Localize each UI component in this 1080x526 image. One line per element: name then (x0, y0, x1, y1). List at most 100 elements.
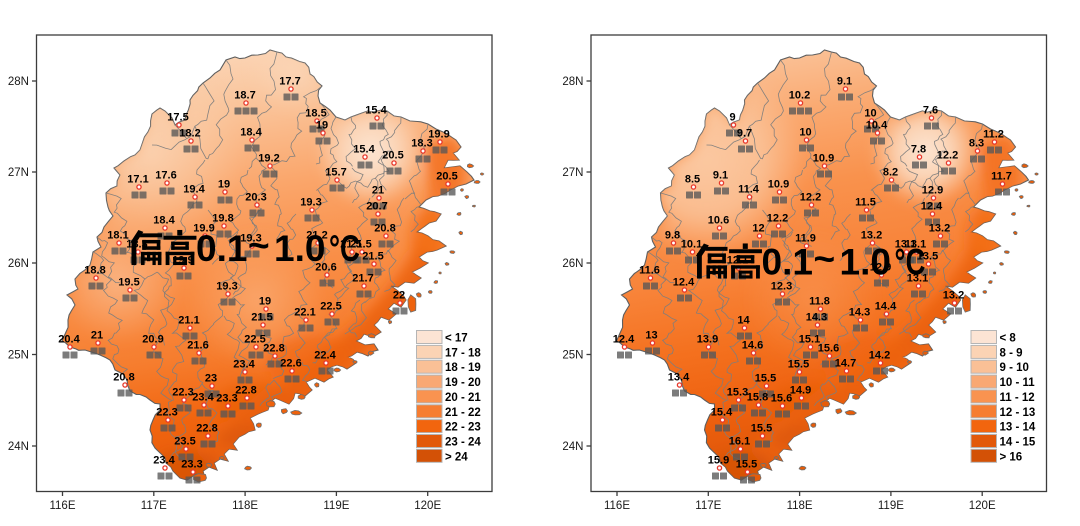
svg-text:8.5: 8.5 (685, 174, 700, 186)
svg-text:19.3: 19.3 (240, 233, 261, 245)
svg-text:25N: 25N (562, 350, 583, 362)
svg-text:23.3: 23.3 (216, 393, 237, 405)
svg-text:~: ~ (248, 225, 270, 266)
svg-text:12.2: 12.2 (937, 150, 958, 162)
svg-text:21.5: 21.5 (340, 239, 361, 251)
svg-text:18.4: 18.4 (240, 127, 262, 139)
svg-text:9.1: 9.1 (713, 170, 728, 182)
svg-text:13.9: 13.9 (697, 334, 718, 346)
svg-text:118E: 118E (232, 500, 258, 512)
svg-text:11.4: 11.4 (738, 184, 760, 196)
svg-text:10.9: 10.9 (813, 153, 834, 165)
svg-text:18.2: 18.2 (179, 128, 200, 140)
svg-text:0.1: 0.1 (762, 242, 813, 283)
svg-text:11.5: 11.5 (855, 197, 876, 209)
svg-text:20.3: 20.3 (245, 192, 266, 204)
svg-text:17.7: 17.7 (279, 76, 300, 88)
svg-text:12.3: 12.3 (771, 281, 792, 293)
svg-text:19.8: 19.8 (212, 213, 233, 225)
svg-text:26N: 26N (8, 258, 29, 270)
svg-text:17.1: 17.1 (127, 174, 148, 186)
svg-text:9.1: 9.1 (837, 76, 852, 88)
svg-text:19: 19 (259, 296, 271, 308)
svg-text:13.2: 13.2 (929, 223, 950, 235)
svg-text:116E: 116E (49, 500, 75, 512)
svg-text:11.2: 11.2 (983, 129, 1004, 141)
svg-text:13.1: 13.1 (905, 239, 926, 251)
svg-text:15.5: 15.5 (755, 373, 776, 385)
svg-text:25N: 25N (8, 350, 29, 362)
svg-text:23.5: 23.5 (174, 436, 195, 448)
svg-text:17.5: 17.5 (167, 112, 188, 124)
svg-text:12.9: 12.9 (922, 185, 943, 197)
svg-text:11.6: 11.6 (639, 265, 660, 277)
svg-text:15.5: 15.5 (751, 423, 772, 435)
svg-text:13: 13 (645, 330, 657, 342)
svg-text:12.4: 12.4 (921, 201, 943, 213)
svg-text:19.3: 19.3 (300, 197, 321, 209)
svg-text:16.1: 16.1 (729, 436, 750, 448)
svg-text:14.3: 14.3 (806, 312, 827, 324)
svg-text:17 - 18: 17 - 18 (445, 347, 481, 359)
svg-text:18.5: 18.5 (305, 108, 326, 120)
svg-text:19.9: 19.9 (428, 129, 449, 141)
svg-text:117E: 117E (695, 500, 721, 512)
svg-text:10.1: 10.1 (681, 239, 702, 251)
svg-text:1.0: 1.0 (274, 228, 325, 269)
svg-text:12: 12 (752, 223, 764, 235)
svg-text:14.9: 14.9 (790, 385, 811, 397)
svg-text:15.5: 15.5 (788, 359, 809, 371)
svg-text:23 - 24: 23 - 24 (445, 437, 481, 449)
svg-text:19.4: 19.4 (183, 184, 205, 196)
svg-text:23.3: 23.3 (181, 459, 202, 471)
svg-text:24N: 24N (8, 441, 29, 453)
svg-text:12.2: 12.2 (767, 213, 788, 225)
svg-text:22: 22 (393, 290, 405, 302)
svg-text:23.4: 23.4 (233, 359, 255, 371)
svg-text:24N: 24N (562, 441, 583, 453)
svg-text:14: 14 (737, 315, 750, 327)
svg-text:11.8: 11.8 (809, 296, 830, 308)
svg-text:18.1: 18.1 (107, 230, 128, 242)
svg-text:21.5: 21.5 (362, 251, 383, 263)
svg-text:15.6: 15.6 (771, 393, 792, 405)
svg-text:117E: 117E (141, 500, 167, 512)
svg-text:19.3: 19.3 (216, 281, 237, 293)
svg-text:13.5: 13.5 (917, 251, 938, 263)
svg-text:22.3: 22.3 (156, 407, 177, 419)
svg-text:10: 10 (799, 127, 811, 139)
svg-text:119E: 119E (323, 500, 349, 512)
svg-text:7.6: 7.6 (923, 105, 938, 117)
svg-text:19 - 20: 19 - 20 (445, 377, 481, 389)
svg-text:21.5: 21.5 (350, 239, 371, 251)
svg-text:12.2: 12.2 (800, 192, 821, 204)
svg-text:15.7: 15.7 (325, 167, 346, 179)
svg-text:14.4: 14.4 (875, 301, 897, 313)
svg-text:14.7: 14.7 (835, 358, 856, 370)
svg-text:20.9: 20.9 (142, 334, 163, 346)
svg-text:20.5: 20.5 (382, 150, 403, 162)
svg-text:22.8: 22.8 (196, 423, 217, 435)
svg-text:0.1: 0.1 (196, 228, 247, 269)
svg-text:18.3: 18.3 (411, 138, 432, 150)
svg-text:14.3: 14.3 (849, 307, 870, 319)
svg-text:14 - 15: 14 - 15 (1000, 437, 1036, 449)
svg-text:18.8: 18.8 (84, 265, 105, 277)
svg-text:23.4: 23.4 (192, 392, 214, 404)
svg-text:14.6: 14.6 (742, 340, 763, 352)
svg-text:22.6: 22.6 (280, 358, 301, 370)
svg-text:15.8: 15.8 (747, 392, 768, 404)
svg-text:°C: °C (329, 228, 360, 269)
svg-text:13.1: 13.1 (907, 273, 928, 285)
svg-text:120E: 120E (969, 500, 996, 512)
svg-text:21: 21 (372, 185, 384, 197)
svg-text:27N: 27N (8, 167, 29, 179)
svg-text:21 - 22: 21 - 22 (445, 407, 481, 419)
svg-text:8.2: 8.2 (883, 167, 898, 179)
svg-text:19: 19 (218, 179, 230, 191)
svg-text:8.3: 8.3 (969, 138, 984, 150)
svg-text:23.4: 23.4 (153, 455, 175, 467)
svg-text:120E: 120E (414, 500, 441, 512)
svg-text:21.1: 21.1 (178, 315, 199, 327)
svg-text:19.9: 19.9 (193, 223, 214, 235)
